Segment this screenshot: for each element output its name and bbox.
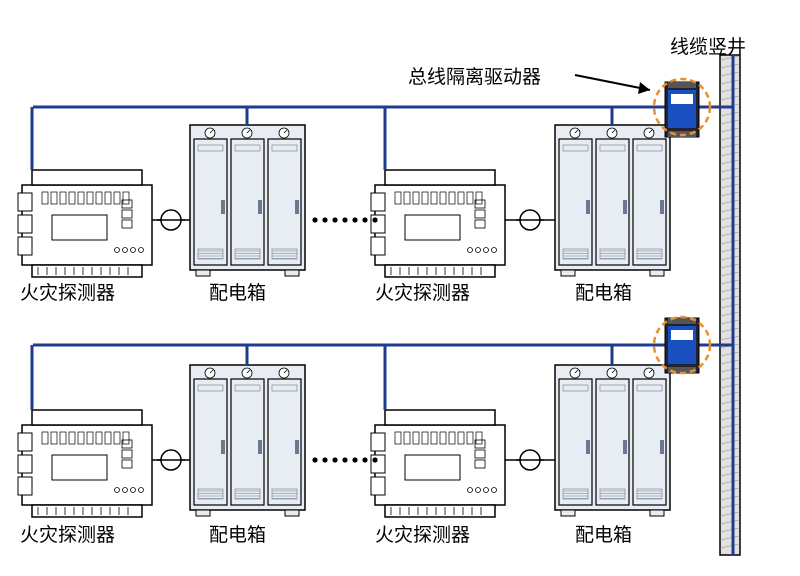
fire-detector-label: 火灾探测器 bbox=[375, 520, 470, 547]
fire-detector-label: 火灾探测器 bbox=[375, 278, 470, 305]
cable-shaft-label: 线缆竖井 bbox=[670, 32, 746, 59]
distribution-box-label: 配电箱 bbox=[209, 520, 266, 547]
fire-detector-label: 火灾探测器 bbox=[20, 520, 115, 547]
distribution-box-label: 配电箱 bbox=[575, 520, 632, 547]
distribution-box-label: 配电箱 bbox=[209, 278, 266, 305]
fire-detector-label: 火灾探测器 bbox=[20, 278, 115, 305]
bus-driver-label: 总线隔离驱动器 bbox=[408, 62, 541, 89]
distribution-box-label: 配电箱 bbox=[575, 278, 632, 305]
